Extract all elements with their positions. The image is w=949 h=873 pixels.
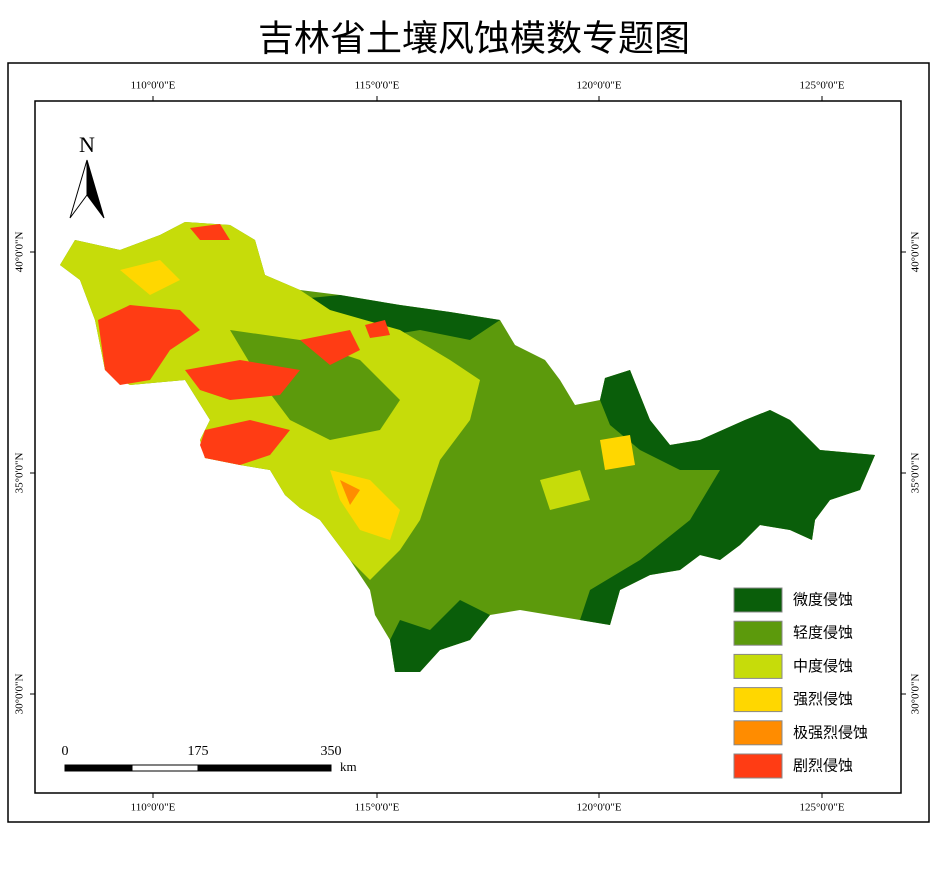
legend-swatch <box>733 753 783 779</box>
latitude-label: 30°0'0"N <box>14 674 26 715</box>
longitude-label: 110°0'0"E <box>131 80 176 92</box>
legend-label: 强烈侵蚀 <box>793 690 853 708</box>
map-title: 吉林省土壤风蚀模数专题图 <box>258 18 690 58</box>
longitude-label: 120°0'0"E <box>576 802 621 814</box>
legend-label: 轻度侵蚀 <box>793 624 853 642</box>
scale-unit: km <box>340 759 357 774</box>
legend-swatch <box>733 620 783 646</box>
legend-label: 微度侵蚀 <box>793 591 853 609</box>
scale-label: 0 <box>62 744 69 759</box>
legend-swatch <box>733 687 783 713</box>
latitude-label: 35°0'0"N <box>910 453 922 494</box>
scale-label: 350 <box>321 744 342 759</box>
north-label: N <box>79 132 95 157</box>
latitude-label: 35°0'0"N <box>14 453 26 494</box>
legend-swatch <box>733 587 783 613</box>
longitude-label: 115°0'0"E <box>355 802 400 814</box>
inner-frame <box>34 100 902 794</box>
longitude-label: 125°0'0"E <box>799 80 844 92</box>
legend-label: 剧烈侵蚀 <box>793 757 853 775</box>
outer-frame <box>7 62 930 823</box>
longitude-label: 125°0'0"E <box>799 802 844 814</box>
scale-bar <box>64 764 332 772</box>
region-map <box>60 222 875 672</box>
longitude-label: 110°0'0"E <box>131 802 176 814</box>
latitude-label: 40°0'0"N <box>14 232 26 273</box>
legend-swatch <box>733 720 783 746</box>
legend-label: 中度侵蚀 <box>793 657 853 675</box>
scale-label: 175 <box>188 744 209 759</box>
legend-swatch <box>733 653 783 679</box>
longitude-label: 120°0'0"E <box>576 80 621 92</box>
longitude-label: 115°0'0"E <box>355 80 400 92</box>
latitude-label: 40°0'0"N <box>910 232 922 273</box>
north-arrow: N <box>69 132 105 219</box>
latitude-label: 30°0'0"N <box>910 674 922 715</box>
legend-label: 极强烈侵蚀 <box>793 723 868 741</box>
